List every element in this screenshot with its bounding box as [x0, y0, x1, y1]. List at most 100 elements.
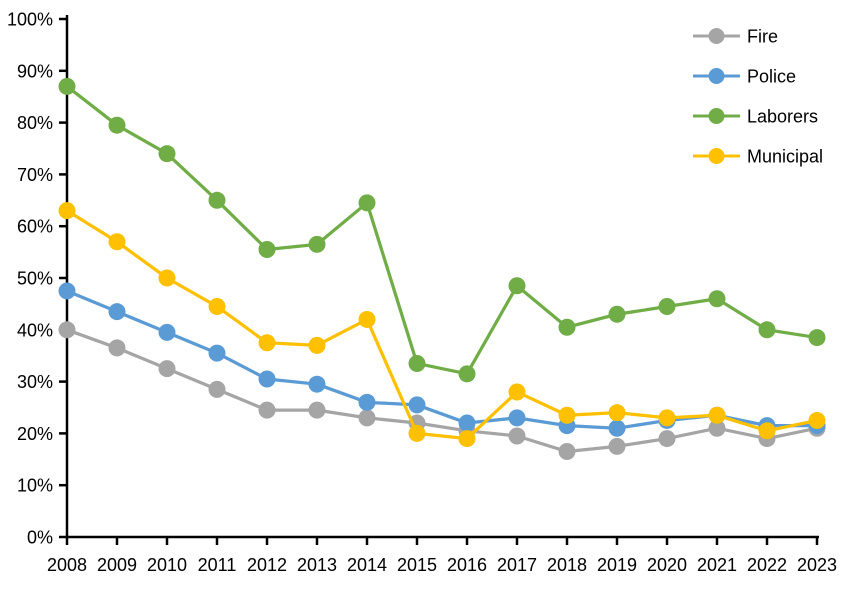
y-tick-label: 100% [7, 10, 53, 30]
x-tick-label: 2022 [747, 555, 787, 575]
data-point [708, 290, 726, 308]
x-tick-label: 2016 [447, 555, 487, 575]
series-municipal [58, 202, 826, 448]
legend-item-municipal: Municipal [693, 147, 823, 167]
y-tick-label: 90% [17, 61, 53, 81]
data-point [208, 380, 226, 398]
y-tick-label: 40% [17, 320, 53, 340]
data-point [508, 383, 526, 401]
data-point [558, 406, 576, 424]
data-point [458, 430, 476, 448]
data-point [708, 419, 726, 437]
x-tick-label: 2010 [147, 555, 187, 575]
x-tick-label: 2014 [347, 555, 387, 575]
data-point [358, 393, 376, 411]
x-tick-label: 2015 [397, 555, 437, 575]
series-line-police [65, 289, 819, 430]
data-point [358, 310, 376, 328]
legend-label: Municipal [747, 147, 823, 167]
y-tick-label: 80% [17, 113, 53, 133]
data-point [608, 437, 626, 455]
data-point [558, 318, 576, 336]
series-line-fire [65, 328, 819, 454]
data-point [358, 194, 376, 212]
data-point [208, 344, 226, 362]
y-tick-label: 10% [17, 476, 53, 496]
data-point [208, 191, 226, 209]
data-point [108, 303, 126, 321]
data-point [158, 269, 176, 287]
data-point [158, 360, 176, 378]
data-point [758, 422, 776, 440]
data-point [308, 401, 326, 419]
data-point [158, 145, 176, 163]
data-point [808, 329, 826, 347]
series-laborers [58, 77, 826, 383]
data-point [458, 365, 476, 383]
data-point [658, 430, 676, 448]
series-line-municipal [65, 209, 819, 441]
legend-dot-swatch [708, 28, 725, 44]
data-point [58, 282, 76, 300]
data-point [58, 321, 76, 339]
data-point [608, 305, 626, 323]
x-tick-label: 2008 [47, 555, 87, 575]
y-tick-label: 20% [17, 424, 53, 444]
data-point [408, 396, 426, 414]
data-point [258, 370, 276, 388]
data-point [308, 235, 326, 253]
data-point [358, 409, 376, 427]
series-line-laborers [65, 84, 819, 376]
axes: 0% 10% 20% 30% 40% 50% 60% 70% 80% 90% 100% 2008 200… [7, 10, 837, 576]
x-tick-label: 2012 [247, 555, 287, 575]
data-point [408, 424, 426, 442]
data-point [258, 241, 276, 259]
legend-item-fire: Fire [693, 27, 778, 47]
data-point [258, 334, 276, 352]
data-point [658, 409, 676, 427]
data-point [308, 336, 326, 354]
data-point [208, 297, 226, 315]
data-point [458, 414, 476, 432]
data-point [658, 297, 676, 315]
x-tick-label: 2019 [597, 555, 637, 575]
data-point [308, 375, 326, 393]
x-tick-label: 2023 [797, 555, 837, 575]
x-tick-label: 2009 [97, 555, 137, 575]
legend: Fire Police Laborers Municipal [693, 27, 823, 167]
data-point [808, 411, 826, 429]
data-point [758, 321, 776, 339]
data-point [158, 323, 176, 341]
data-point [58, 202, 76, 220]
legend-item-laborers: Laborers [693, 107, 818, 127]
data-point [558, 443, 576, 461]
data-point [58, 77, 76, 95]
y-tick-label: 70% [17, 165, 53, 185]
data-point [408, 354, 426, 372]
x-tick-label: 2018 [547, 555, 587, 575]
data-point [258, 401, 276, 419]
data-point [708, 406, 726, 424]
data-point [508, 277, 526, 295]
data-point [508, 427, 526, 445]
series-fire [58, 321, 826, 461]
x-tick-label: 2011 [198, 555, 237, 575]
data-point [108, 233, 126, 251]
legend-label: Laborers [747, 107, 818, 127]
data-point [608, 419, 626, 437]
y-tick-label: 30% [17, 372, 53, 392]
y-tick-label: 60% [17, 217, 53, 237]
x-tick-label: 2020 [647, 555, 687, 575]
legend-dot-swatch [708, 108, 725, 124]
data-point [508, 409, 526, 427]
legend-label: Fire [747, 27, 778, 47]
data-point [108, 116, 126, 134]
legend-label: Police [747, 67, 796, 87]
legend-dot-swatch [708, 148, 725, 164]
legend-dot-swatch [708, 68, 725, 84]
x-tick-label: 2017 [497, 555, 537, 575]
y-tick-label: 50% [17, 269, 53, 289]
data-point [108, 339, 126, 357]
